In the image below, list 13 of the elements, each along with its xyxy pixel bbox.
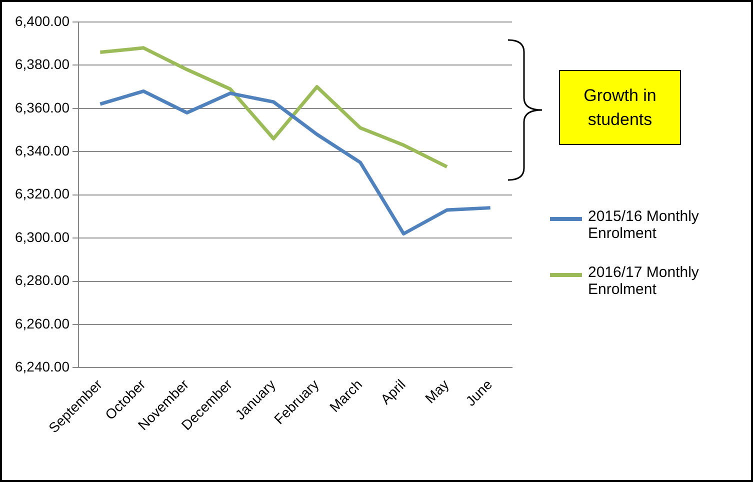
y-tick-label: 6,360.00 bbox=[14, 99, 70, 116]
y-tick-label: 6,400.00 bbox=[14, 12, 70, 29]
text: Growth in students bbox=[559, 70, 681, 145]
y-tick-label: 6,300.00 bbox=[14, 228, 70, 245]
x-tick-label: May bbox=[422, 376, 452, 406]
legend-label: 2016/17 Monthly Enrolment bbox=[588, 264, 700, 298]
y-tick-label: 6,240.00 bbox=[14, 358, 70, 375]
y-tick-label: 6,380.00 bbox=[14, 56, 70, 72]
y-tick-label: 6,320.00 bbox=[14, 186, 70, 202]
legend-label: 2015/16 Monthly Enrolment bbox=[588, 208, 700, 242]
y-tick-label: 6,340.00 bbox=[14, 142, 70, 158]
y-tick-label: 6,260.00 bbox=[14, 315, 70, 332]
y-tick-label: 6,280.00 bbox=[14, 272, 70, 288]
